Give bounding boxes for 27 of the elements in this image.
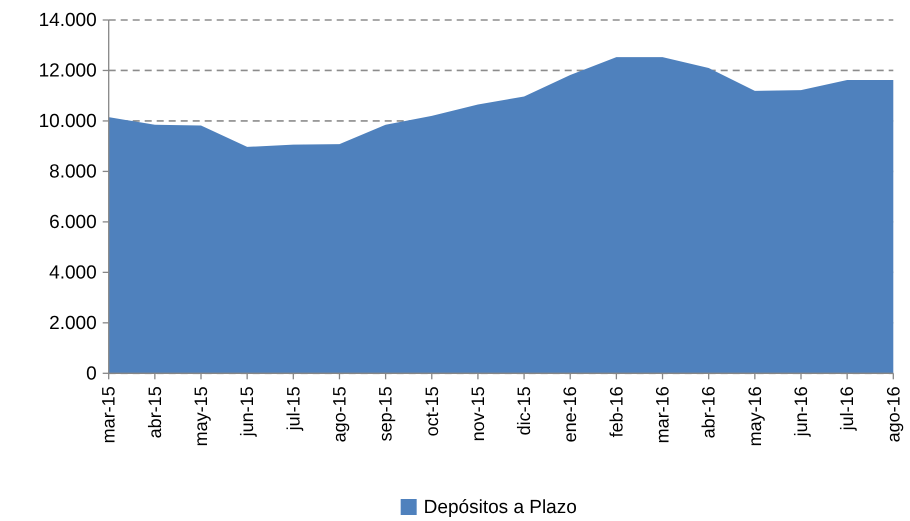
y-tick-label: 12.000 (38, 60, 97, 81)
x-tick-label: may-15 (191, 386, 212, 446)
x-tick-label: mar-16 (652, 386, 673, 444)
x-tick-label: may-16 (744, 386, 765, 446)
legend-label: Depósitos a Plazo (424, 496, 577, 518)
y-tick-label: 14.000 (38, 10, 97, 30)
x-tick-label: oct-15 (422, 386, 442, 436)
y-tick-label: 2.000 (49, 312, 97, 334)
x-tick-label: jul-15 (283, 386, 304, 432)
x-tick-label: feb-16 (606, 386, 626, 438)
x-tick-label: ago-15 (329, 386, 350, 442)
x-tick-label: dic-15 (514, 386, 534, 436)
x-tick-label: abr-15 (144, 386, 165, 438)
x-tick-label: sep-15 (376, 386, 396, 442)
x-tick-label: nov-15 (468, 386, 488, 442)
x-tick-label: abr-16 (698, 386, 719, 438)
y-tick-label: 8.000 (49, 160, 97, 182)
y-tick-label: 6.000 (49, 211, 97, 232)
y-tick-label: 10.000 (38, 110, 97, 132)
x-tick-label: mar-15 (98, 386, 119, 444)
x-tick-label: jul-16 (837, 386, 858, 432)
x-tick-label: ene-16 (560, 386, 580, 442)
x-tick-label: ago-16 (883, 386, 904, 442)
x-tick-label: jun-16 (790, 386, 811, 438)
y-tick-label: 4.000 (49, 262, 97, 283)
x-tick-label: jun-15 (237, 386, 258, 438)
y-tick-label: 0 (86, 362, 97, 384)
